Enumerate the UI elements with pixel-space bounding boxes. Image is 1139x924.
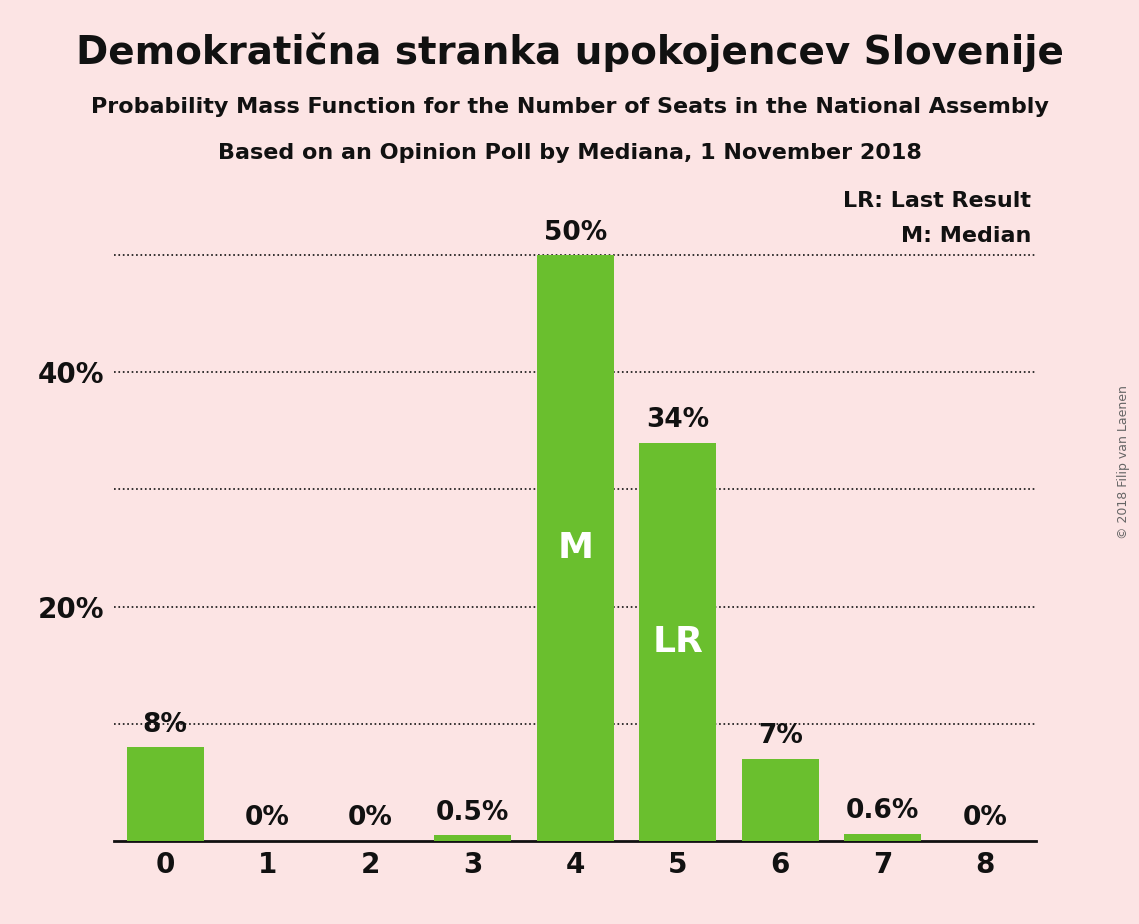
Text: © 2018 Filip van Laenen: © 2018 Filip van Laenen: [1117, 385, 1130, 539]
Text: 8%: 8%: [142, 711, 188, 737]
Text: 0.6%: 0.6%: [846, 798, 919, 824]
Text: 0%: 0%: [962, 806, 1008, 832]
Text: Based on an Opinion Poll by Mediana, 1 November 2018: Based on an Opinion Poll by Mediana, 1 N…: [218, 143, 921, 164]
Text: Probability Mass Function for the Number of Seats in the National Assembly: Probability Mass Function for the Number…: [91, 97, 1048, 117]
Text: LR: LR: [653, 625, 703, 659]
Bar: [741, 759, 819, 841]
Bar: [126, 748, 204, 841]
Text: 0%: 0%: [347, 806, 393, 832]
Text: 7%: 7%: [757, 723, 803, 749]
Text: LR: Last Result: LR: Last Result: [843, 190, 1032, 211]
Text: Demokratična stranka upokojencev Slovenije: Demokratična stranka upokojencev Sloveni…: [75, 32, 1064, 72]
Bar: [844, 833, 921, 841]
Text: 0.5%: 0.5%: [436, 799, 509, 826]
Text: 34%: 34%: [646, 407, 710, 433]
Text: 50%: 50%: [543, 220, 607, 246]
Text: M: Median: M: Median: [901, 225, 1032, 246]
Text: 0%: 0%: [245, 806, 290, 832]
Bar: [434, 835, 511, 841]
Bar: [639, 443, 716, 841]
Text: M: M: [557, 531, 593, 565]
Bar: [536, 255, 614, 841]
